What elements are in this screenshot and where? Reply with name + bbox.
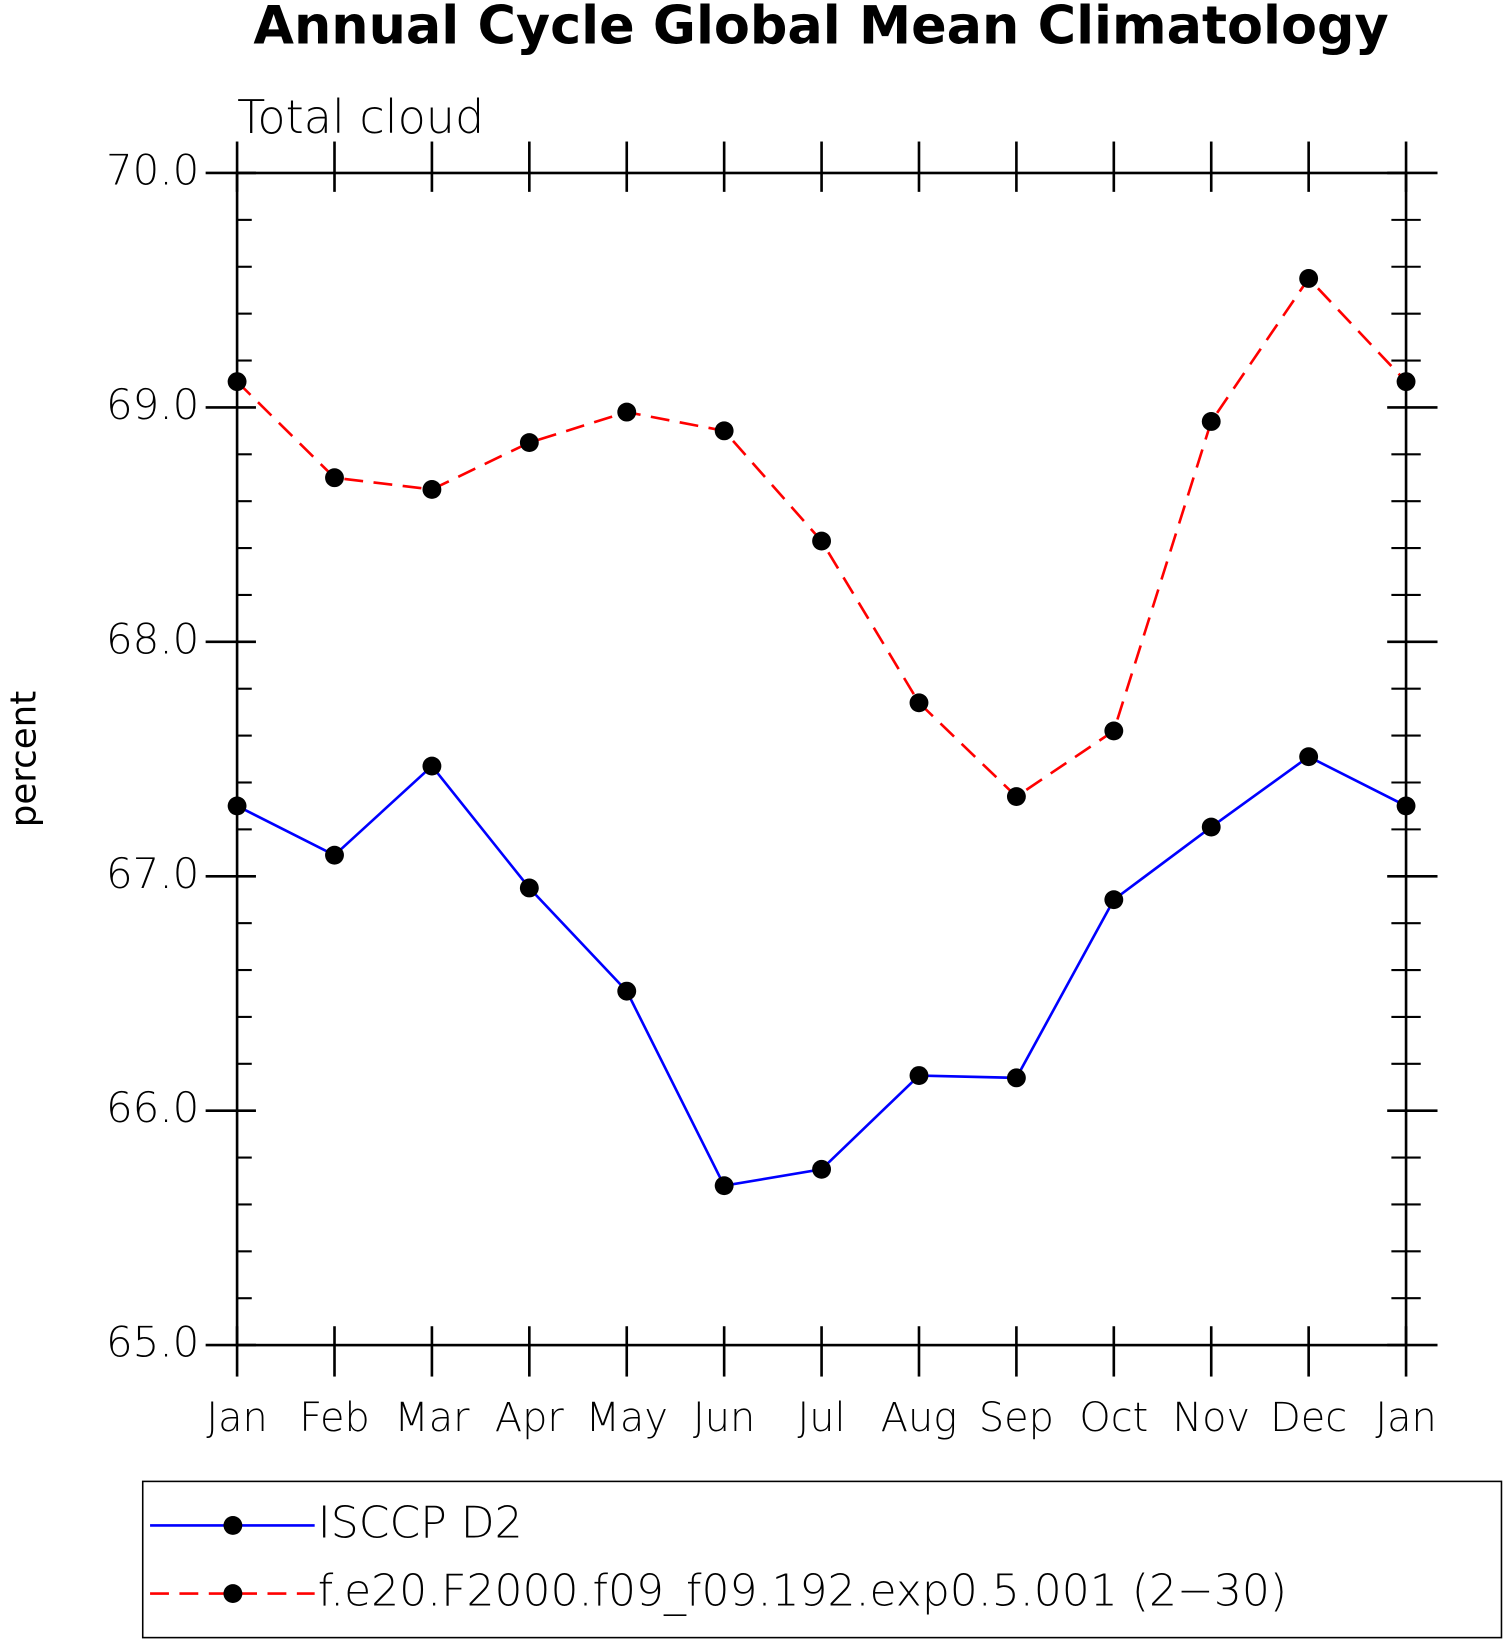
y-tick-label: 65.0 [106,1318,199,1367]
x-tick-label: Aug [881,1395,957,1441]
point [519,878,539,898]
point [1396,372,1416,392]
point [1104,890,1124,910]
point [422,756,442,776]
point [1299,747,1319,767]
y-tick-label: 70.0 [106,145,199,194]
point [325,468,344,488]
x-tick-label: Jan [206,1395,267,1441]
legend-marker [223,1584,243,1604]
point [1201,412,1221,431]
x-tick-label: Dec [1270,1395,1347,1441]
x-tick-label: Nov [1172,1395,1250,1441]
chart-subtitle: Total cloud [237,90,484,144]
x-tick-label: Feb [299,1395,370,1441]
legend-label: ISCCP D2 [318,1497,523,1548]
point [227,796,247,816]
chart-title: Annual Cycle Global Mean Climatology [253,0,1388,56]
y-tick-label: 67.0 [106,849,199,898]
point [714,421,734,441]
point [519,433,539,453]
point [714,1176,734,1196]
point [909,693,929,713]
point [812,531,832,551]
point [1396,796,1416,816]
point [1006,1068,1026,1088]
x-tick-label: Sep [979,1395,1054,1441]
y-tick-label: 66.0 [106,1083,199,1132]
point [1299,269,1319,288]
legend-label: f.e20.F2000.f09_f09.192.exp0.5.001 (2−30… [318,1566,1287,1617]
x-tick-label: Jul [798,1395,846,1441]
series-line [236,755,1407,1188]
legend-marker [223,1515,243,1535]
x-tick-label: May [586,1395,668,1441]
y-axis-label: percent [3,691,44,827]
point [325,845,344,865]
x-tick-label: Mar [394,1395,470,1441]
y-tick-label: 68.0 [106,614,199,663]
point [1104,721,1124,741]
point [1006,787,1026,806]
x-tick-label: Apr [495,1395,565,1441]
point [617,981,637,1001]
point [812,1159,832,1179]
point [422,480,442,499]
point [909,1066,929,1085]
point [617,402,637,422]
x-tick-label: Oct [1079,1395,1148,1441]
point [1201,817,1221,837]
x-tick-label: Jun [693,1395,755,1441]
y-tick-label: 69.0 [106,380,199,429]
point [227,372,247,392]
legend-box [141,1480,1503,1639]
x-tick-label: Jan [1375,1395,1436,1441]
